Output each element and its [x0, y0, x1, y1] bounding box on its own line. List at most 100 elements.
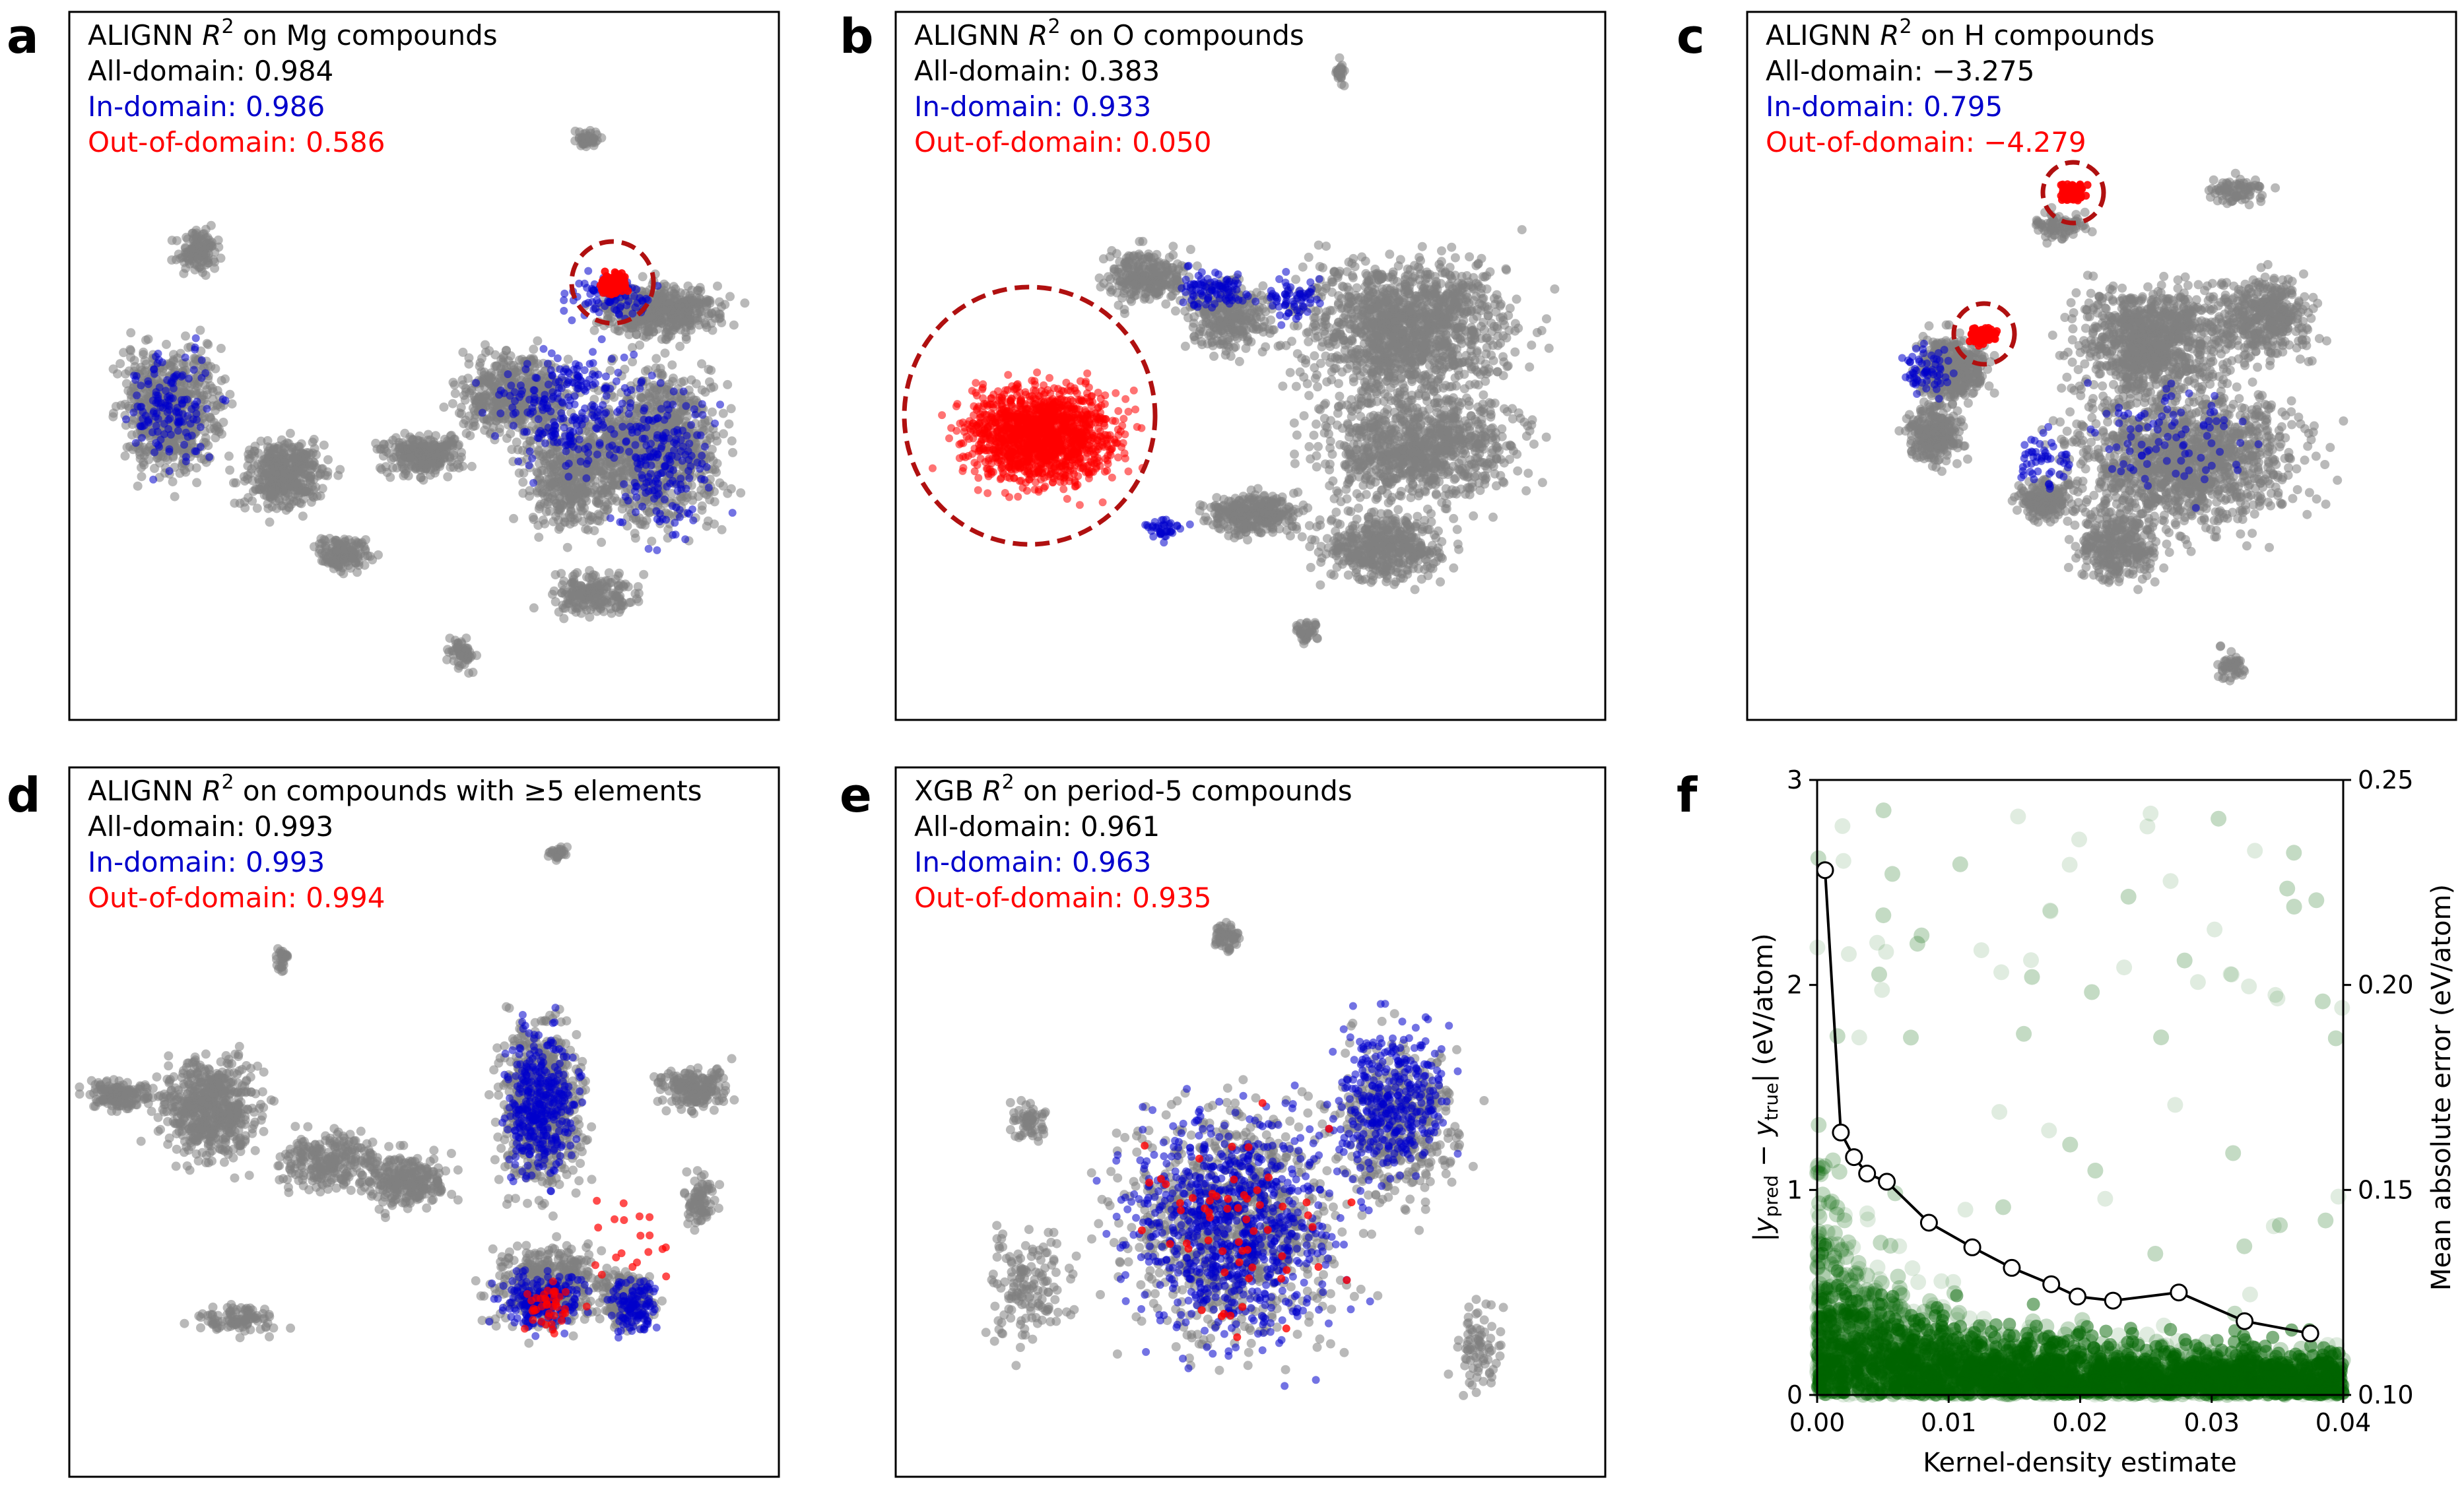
point-cluster — [593, 372, 737, 554]
panel-e-scatter — [981, 918, 1508, 1400]
panel-letter-c: c — [1677, 9, 1705, 64]
out-of-domain-highlight — [1951, 301, 2017, 367]
panel-letter-b: b — [840, 9, 874, 64]
r2-exponent: 2 — [221, 15, 234, 38]
point-cluster — [167, 220, 226, 280]
model-name: ALIGNN — [88, 19, 202, 51]
panel-b-scatter — [902, 53, 1560, 649]
kde-scatter — [1809, 802, 2351, 1403]
point-cluster — [1211, 918, 1244, 956]
panel-e-annotations: XGB R2 on period-5 compoundsAll-domain: … — [914, 771, 1352, 914]
point-cluster — [2204, 168, 2281, 210]
panel-a-frame — [68, 11, 780, 721]
panel-a-scatter — [108, 125, 750, 678]
point-cluster — [1289, 370, 1551, 526]
panel-title: XGB R2 on period-5 compounds — [914, 771, 1352, 807]
score-all-domain: All-domain: 0.961 — [914, 810, 1160, 843]
model-name: ALIGNN — [88, 775, 202, 807]
panel-a-annotations: ALIGNN R2 on Mg compounds All-domain: 0.9… — [88, 15, 498, 158]
model-name: ALIGNN — [1766, 19, 1880, 51]
panel-title: ALIGNN R2 on compounds with ≥5 elements — [88, 771, 702, 807]
mae-curve — [1816, 861, 2319, 1343]
point-cluster — [2007, 474, 2083, 527]
y-left-tick-label: 1 — [1787, 1175, 1803, 1204]
r2-symbol: R — [1880, 19, 1899, 51]
point-cluster — [273, 1122, 394, 1198]
score-in-domain: In-domain: 0.933 — [914, 90, 1151, 123]
point-cluster — [180, 1300, 296, 1343]
r2-exponent: 2 — [1899, 15, 1912, 38]
mae-point — [1816, 861, 1834, 880]
score-all-domain: All-domain: 0.993 — [88, 810, 333, 843]
panel-b-frame — [894, 11, 1607, 721]
point-cluster — [680, 1166, 725, 1235]
point-cluster — [1444, 1295, 1508, 1400]
panel-title: ALIGNN R2 on H compounds — [1766, 15, 2154, 51]
point-cluster — [271, 944, 292, 977]
mae-point — [2104, 1291, 2122, 1310]
mae-point — [1963, 1238, 1981, 1256]
y-left-tick-label: 0 — [1787, 1380, 1803, 1409]
panel-c-scatter — [1894, 160, 2348, 686]
x-tick-label: 0.03 — [2183, 1408, 2240, 1437]
mae-point — [2003, 1258, 2021, 1277]
mae-point — [1845, 1148, 1863, 1167]
point-cluster — [1005, 1095, 1050, 1146]
r2-symbol: R — [202, 19, 221, 51]
y-axis-label-right: Mean absolute error (eV/atom) — [2426, 884, 2457, 1291]
model-name: ALIGNN — [914, 19, 1028, 51]
score-out-domain: Out-of-domain: 0.586 — [88, 126, 385, 158]
point-cluster — [603, 1276, 661, 1342]
point-cluster — [582, 1196, 671, 1310]
panel-e-frame — [894, 766, 1607, 1478]
panel-d: d ALIGNN R2 on compounds with ≥5 element… — [7, 766, 780, 1478]
point-cluster — [1141, 515, 1194, 547]
y-right-tick-label: 0.10 — [2358, 1380, 2414, 1409]
score-in-domain: In-domain: 0.963 — [914, 846, 1151, 878]
mae-line — [1824, 870, 2311, 1335]
panel-letter-a: a — [7, 9, 39, 64]
r2-symbol: R — [1028, 19, 1048, 51]
x-tick-label: 0.01 — [1921, 1408, 1977, 1437]
score-all-domain: All-domain: 0.984 — [88, 55, 333, 87]
x-tick-label: 0.00 — [1789, 1408, 1846, 1437]
panel-e: e XGB R2 on period-5 compoundsAll-domain… — [840, 766, 1607, 1478]
point-cluster — [355, 1140, 463, 1223]
point-cluster — [1292, 618, 1322, 649]
r2-symbol: R — [202, 775, 221, 807]
point-cluster — [1323, 1000, 1462, 1206]
point-cluster — [1331, 53, 1349, 90]
score-out-domain: Out-of-domain: 0.935 — [914, 882, 1211, 914]
out-of-domain-highlight — [902, 284, 1158, 547]
point-cluster — [1094, 236, 1202, 319]
panel-title: ALIGNN R2 on O compounds — [914, 15, 1304, 51]
mae-point — [2170, 1283, 2188, 1302]
mae-point — [1832, 1123, 1850, 1142]
point-cluster — [2017, 429, 2073, 493]
panel-letter-e: e — [840, 767, 872, 823]
point-cluster — [649, 1054, 739, 1118]
x-axis-label: Kernel-density estimate — [1923, 1448, 2237, 1478]
point-cluster — [442, 633, 482, 678]
y-left-tick-label: 3 — [1787, 765, 1803, 794]
point-cluster — [1195, 484, 1321, 545]
point-cluster — [310, 534, 383, 579]
mae-point — [2301, 1324, 2319, 1343]
point-cluster — [2031, 203, 2097, 248]
point-cluster — [2063, 503, 2172, 595]
point-cluster — [225, 428, 345, 527]
point-cluster — [2197, 260, 2331, 372]
score-all-domain: All-domain: −3.275 — [1766, 55, 2034, 87]
panel-letter-d: d — [7, 767, 41, 823]
point-cluster — [2213, 641, 2249, 686]
mae-point — [2236, 1312, 2254, 1330]
r2-exponent: 2 — [221, 771, 234, 794]
subset-name: on Mg compounds — [234, 19, 498, 51]
r2-exponent: 2 — [1048, 15, 1060, 38]
point-cluster — [2048, 271, 2260, 424]
mae-point — [2069, 1287, 2086, 1306]
panel-a: a ALIGNN R2 on Mg compounds All-domain: 0… — [7, 9, 780, 721]
panel-f-axes: 0.00 0.01 0.02 0.03 0.04 0 1 2 3 0.10 0.15 0.20 0.25 — [1787, 765, 2414, 1437]
point-cluster — [596, 267, 632, 299]
point-cluster — [529, 565, 649, 624]
